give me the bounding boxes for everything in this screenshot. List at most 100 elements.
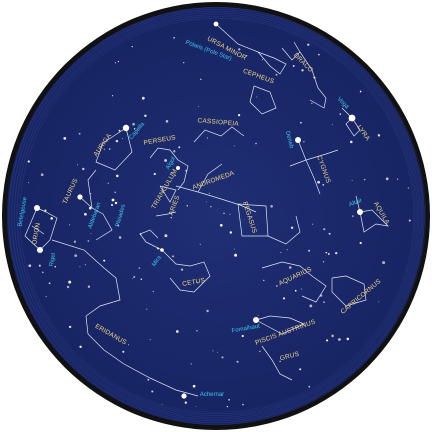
field-star [256,96,258,98]
field-star [153,172,156,176]
field-star [217,351,219,353]
field-star [255,142,257,145]
rigel-star [37,247,43,253]
altair-star [357,209,363,215]
field-star [115,139,119,143]
taurus-horn-lines [87,169,97,209]
field-star [292,65,295,67]
pegasus-neck-lines [267,215,301,245]
field-star [322,184,325,186]
field-star [275,73,278,76]
field-star [208,192,210,194]
field-star [175,330,179,333]
field-star [350,140,353,144]
field-star [346,337,350,341]
field-star [263,279,265,282]
field-star [259,350,261,353]
field-star [108,148,111,150]
field-star [133,275,136,279]
field-star [359,90,362,93]
field-star [103,259,106,262]
cetus-lines [145,241,211,293]
field-star [173,37,175,39]
grus-label: GRUS [279,351,300,363]
capella-star [122,124,130,132]
field-star [122,138,123,139]
field-star [172,255,174,258]
field-star [87,285,91,288]
field-star [118,236,122,239]
field-star [28,182,30,184]
algol-label: Algol [165,156,177,171]
field-star [197,281,199,283]
field-star [246,55,248,57]
field-star [299,368,302,371]
field-star [111,95,114,97]
field-star [68,325,72,329]
field-star [317,180,320,184]
field-star [205,201,207,203]
field-star [152,290,154,293]
field-star [319,294,323,297]
field-star [270,204,273,208]
field-star [282,297,286,300]
field-star [144,114,147,118]
field-star [68,280,72,284]
field-star [396,178,399,180]
field-star [170,216,173,219]
auriga-lines [95,127,133,171]
field-star [139,233,142,235]
field-star [198,106,200,107]
field-star [323,301,325,303]
field-star [286,249,288,251]
field-star [146,308,148,310]
field-star [318,53,320,56]
field-star [294,289,297,292]
field-star [290,226,294,229]
field-star [131,46,133,48]
field-star [66,285,70,289]
field-star [190,363,192,365]
field-star [226,405,229,408]
field-star [339,113,342,115]
orion-lines [24,207,58,251]
field-star [107,182,109,184]
field-star [276,285,278,287]
ursa-minor-lines [215,23,287,75]
field-star [73,240,77,243]
field-star [206,309,209,313]
field-star [335,251,338,255]
piscis-austrinus-lines [255,315,305,335]
fomalhaut-star [253,317,259,323]
field-star [312,223,314,225]
field-star [359,241,362,245]
field-star [78,132,81,135]
field-star [210,206,212,208]
field-star [351,215,354,218]
field-star [326,339,329,342]
named-stars [34,21,363,399]
field-star [141,96,145,100]
field-star [308,249,311,252]
field-star [279,360,281,363]
field-star [63,137,67,140]
field-star [184,401,187,404]
field-star [128,344,129,346]
field-star [186,205,189,207]
andromeda-lines [175,185,257,213]
horizon-ring [8,7,426,425]
field-star [212,350,214,352]
grus-lines [261,345,293,381]
andromeda-branch-lines [197,163,223,193]
achernar-star [181,393,187,399]
field-star [300,288,302,290]
achernar-label: Achernar [200,392,224,398]
field-star [351,180,353,182]
field-star [363,178,366,181]
taurus-lines [79,196,113,241]
field-star [50,217,53,220]
field-star [311,102,313,105]
cassiopeia-label: CASSIOPEIA [197,117,239,128]
field-star [151,390,154,393]
